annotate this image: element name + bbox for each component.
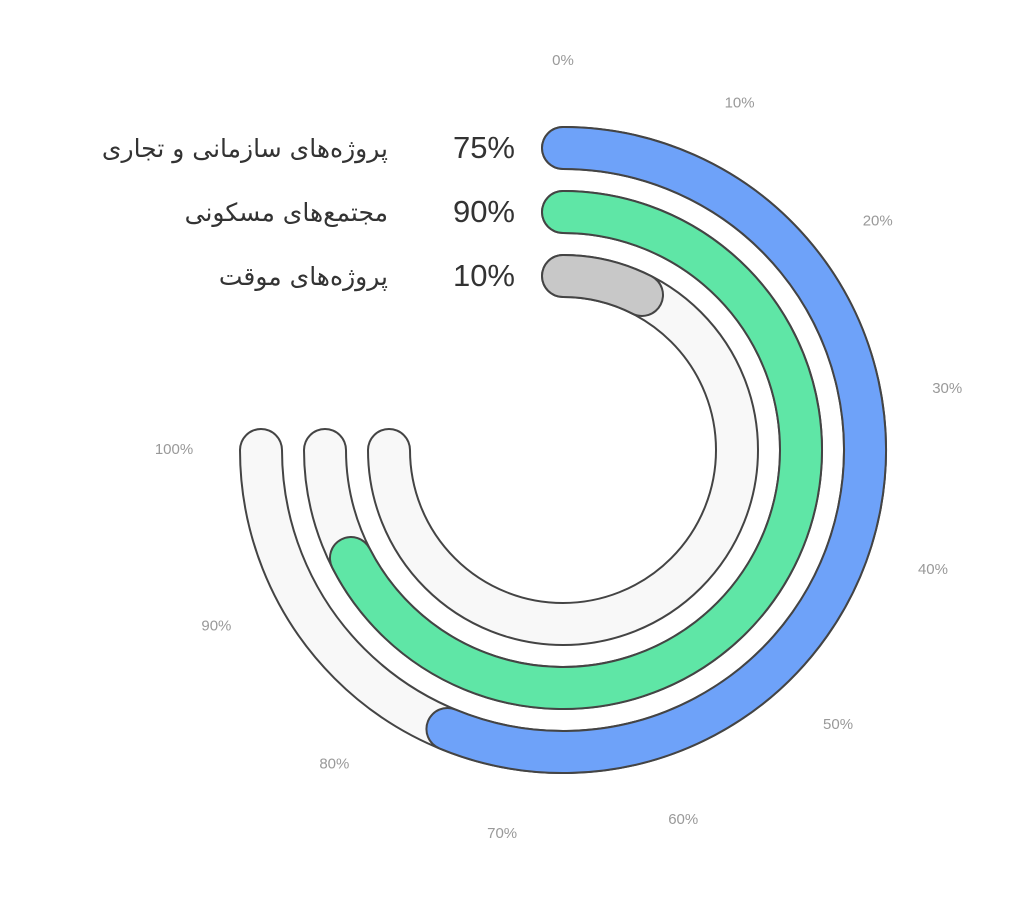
tick-label: 10% xyxy=(725,94,755,111)
bar xyxy=(543,256,662,315)
legend-value: 90% xyxy=(453,194,515,229)
track xyxy=(369,256,757,644)
legend-label: پروژه‌های موقت xyxy=(219,262,388,292)
tick-label: 0% xyxy=(552,52,574,69)
legend-label: مجتمع‌های مسکونی xyxy=(185,198,388,228)
legend-label: پروژه‌های سازمانی و تجاری xyxy=(102,134,388,164)
tick-label: 70% xyxy=(487,825,517,842)
tick-label: 50% xyxy=(823,716,853,733)
tick-label: 80% xyxy=(319,756,349,773)
legend-value: 10% xyxy=(453,258,515,293)
legend-value: 75% xyxy=(453,130,515,165)
tick-label: 30% xyxy=(932,380,962,397)
tick-label: 60% xyxy=(668,811,698,828)
tick-label: 90% xyxy=(201,618,231,635)
tick-label: 20% xyxy=(863,212,893,229)
tick-label: 40% xyxy=(918,561,948,578)
tick-label: 100% xyxy=(155,441,193,458)
bar xyxy=(330,192,821,708)
bar xyxy=(427,128,885,772)
